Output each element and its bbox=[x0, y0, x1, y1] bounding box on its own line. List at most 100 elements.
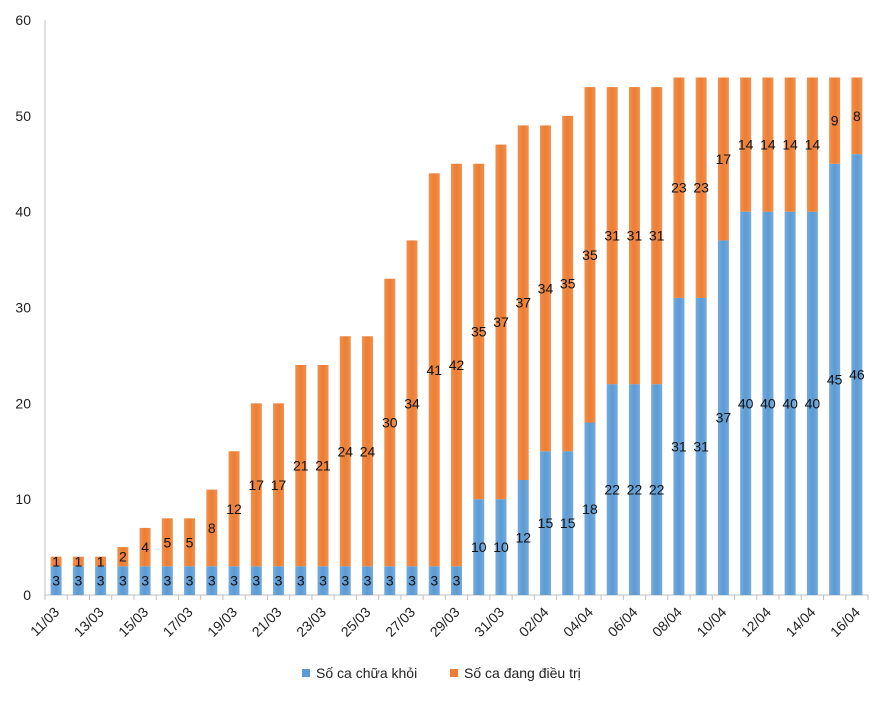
data-label-in-treatment: 21 bbox=[315, 458, 331, 474]
x-tick-label: 14/04 bbox=[782, 604, 818, 640]
bar-in-treatment bbox=[428, 173, 440, 567]
bar-in-treatment bbox=[184, 518, 196, 567]
data-label-in-treatment: 9 bbox=[831, 113, 839, 129]
y-tick-label: 20 bbox=[15, 395, 31, 411]
bar-in-treatment bbox=[384, 278, 396, 567]
bar-in-treatment bbox=[362, 336, 374, 567]
x-tick-label: 12/04 bbox=[738, 604, 774, 640]
bar-in-treatment bbox=[250, 403, 262, 567]
bar-recovered bbox=[72, 566, 84, 595]
y-tick-label: 50 bbox=[15, 108, 31, 124]
bar-recovered bbox=[829, 163, 841, 595]
data-label-in-treatment: 12 bbox=[226, 501, 242, 517]
data-label-recovered: 40 bbox=[760, 395, 776, 411]
bar-in-treatment bbox=[161, 518, 173, 567]
bar-recovered bbox=[117, 566, 129, 595]
bar-in-treatment bbox=[451, 163, 462, 567]
data-label-recovered: 37 bbox=[716, 410, 732, 426]
data-label-recovered: 3 bbox=[297, 573, 305, 589]
data-label-recovered: 3 bbox=[141, 573, 149, 589]
bar-recovered bbox=[295, 566, 307, 595]
bar-recovered bbox=[584, 422, 596, 595]
bar-in-treatment bbox=[317, 365, 329, 567]
data-label-recovered: 3 bbox=[52, 573, 60, 589]
bar-recovered bbox=[273, 566, 285, 595]
x-tick-label: 23/03 bbox=[293, 604, 329, 640]
data-label-in-treatment: 1 bbox=[52, 553, 60, 569]
bars bbox=[50, 77, 863, 595]
data-label-in-treatment: 5 bbox=[163, 534, 171, 550]
data-label-recovered: 15 bbox=[538, 515, 554, 531]
data-label-in-treatment: 42 bbox=[449, 357, 465, 373]
data-label-recovered: 3 bbox=[341, 573, 349, 589]
bar-in-treatment bbox=[406, 240, 418, 567]
x-tick-label: 13/03 bbox=[71, 604, 107, 640]
data-label-in-treatment: 17 bbox=[716, 151, 732, 167]
bar-recovered bbox=[539, 451, 551, 595]
legend: Số ca chữa khỏi Số ca đang điều trị bbox=[302, 665, 581, 681]
data-label-in-treatment: 1 bbox=[97, 553, 105, 569]
bar-recovered bbox=[695, 297, 707, 595]
data-label-recovered: 22 bbox=[627, 482, 643, 498]
data-label-recovered: 3 bbox=[74, 573, 82, 589]
data-label-in-treatment: 14 bbox=[738, 137, 754, 153]
bar-recovered bbox=[451, 566, 462, 595]
data-label-in-treatment: 35 bbox=[582, 247, 598, 263]
data-label-recovered: 3 bbox=[386, 573, 394, 589]
bar-in-treatment bbox=[473, 163, 485, 500]
data-label-recovered: 22 bbox=[604, 482, 620, 498]
bar-in-treatment bbox=[784, 77, 796, 212]
bar-recovered bbox=[250, 566, 262, 595]
bar-recovered bbox=[95, 566, 107, 595]
bar-recovered bbox=[206, 566, 218, 595]
data-label-in-treatment: 21 bbox=[293, 458, 309, 474]
data-label-recovered: 40 bbox=[782, 395, 798, 411]
bar-in-treatment bbox=[117, 547, 129, 567]
bar-in-treatment bbox=[606, 87, 618, 385]
data-label-recovered: 22 bbox=[649, 482, 665, 498]
legend-label: Số ca đang điều trị bbox=[464, 665, 581, 681]
bar-recovered bbox=[317, 566, 329, 595]
data-label-in-treatment: 31 bbox=[627, 228, 643, 244]
data-label-recovered: 3 bbox=[430, 573, 438, 589]
data-label-recovered: 3 bbox=[186, 573, 194, 589]
data-label-in-treatment: 14 bbox=[760, 137, 776, 153]
data-label-recovered: 40 bbox=[805, 395, 821, 411]
bar-in-treatment bbox=[339, 336, 351, 567]
bar-recovered bbox=[161, 566, 173, 595]
data-label-in-treatment: 24 bbox=[337, 443, 353, 459]
data-label-recovered: 3 bbox=[208, 573, 216, 589]
legend-label: Số ca chữa khỏi bbox=[316, 665, 417, 681]
data-label-in-treatment: 14 bbox=[805, 137, 821, 153]
bar-recovered bbox=[562, 451, 574, 595]
bar-in-treatment bbox=[851, 77, 863, 155]
bar-recovered bbox=[806, 211, 818, 595]
bar-recovered bbox=[517, 480, 529, 595]
x-tick-label: 04/04 bbox=[560, 604, 596, 640]
data-label-in-treatment: 5 bbox=[186, 534, 194, 550]
x-tick-label: 11/03 bbox=[27, 604, 63, 640]
data-label-recovered: 12 bbox=[515, 530, 531, 546]
bar-recovered bbox=[473, 499, 485, 595]
bar-recovered bbox=[362, 566, 374, 595]
y-tick-label: 40 bbox=[15, 204, 31, 220]
bar-in-treatment bbox=[95, 556, 107, 567]
bar-recovered bbox=[339, 566, 351, 595]
bar-in-treatment bbox=[651, 87, 663, 385]
data-label-in-treatment: 8 bbox=[853, 108, 861, 124]
data-label-recovered: 31 bbox=[693, 438, 709, 454]
data-label-in-treatment: 35 bbox=[560, 276, 576, 292]
x-tick-label: 25/03 bbox=[338, 604, 374, 640]
legend-swatch bbox=[450, 669, 458, 677]
bar-recovered bbox=[606, 384, 618, 595]
data-label-in-treatment: 4 bbox=[141, 539, 149, 555]
data-label-recovered: 31 bbox=[671, 438, 687, 454]
bar-recovered bbox=[651, 384, 663, 595]
data-label-recovered: 3 bbox=[275, 573, 283, 589]
data-label-recovered: 3 bbox=[230, 573, 238, 589]
bar-in-treatment bbox=[740, 77, 752, 212]
bar-in-treatment bbox=[50, 556, 62, 567]
data-label-recovered: 3 bbox=[453, 573, 461, 589]
data-label-recovered: 15 bbox=[560, 515, 576, 531]
